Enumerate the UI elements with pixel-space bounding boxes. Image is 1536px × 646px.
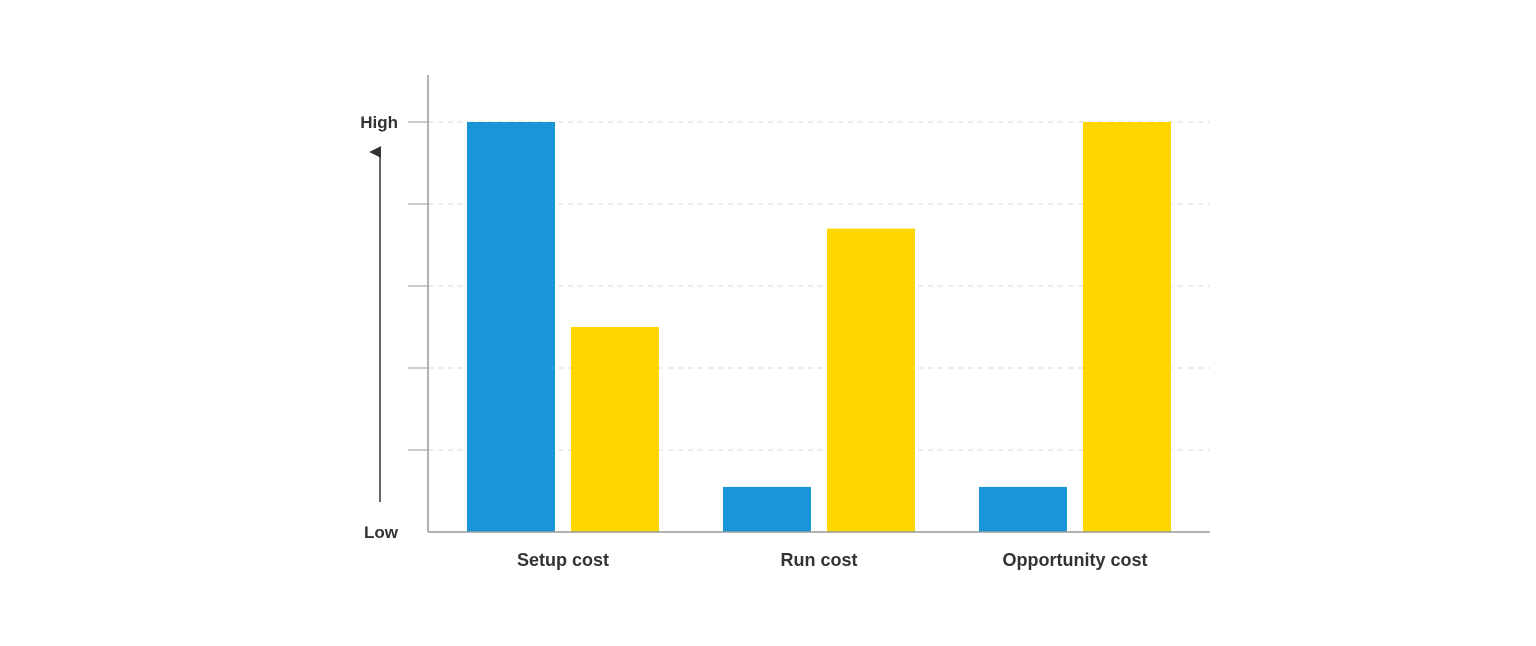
x-category-labels: Setup cost Run cost Opportunity cost: [517, 550, 1148, 570]
x-category-label: Opportunity cost: [1003, 550, 1148, 570]
bar-opportunity-cost-series-1: [979, 486, 1067, 532]
x-category-label: Run cost: [780, 550, 857, 570]
y-tick-label-low: Low: [364, 523, 399, 542]
bar-opportunity-cost-series-2: [1083, 122, 1171, 532]
bar-setup-cost-series-1: [467, 122, 555, 532]
y-tick-labels: High Low: [360, 113, 399, 542]
gridlines: [408, 121, 1210, 451]
x-category-label: Setup cost: [517, 550, 609, 570]
bars: [467, 122, 1171, 532]
bar-run-cost-series-2: [827, 228, 915, 532]
bar-run-cost-series-1: [723, 486, 811, 532]
axes: [369, 75, 1210, 533]
bar-setup-cost-series-2: [571, 327, 659, 532]
y-tick-label-high: High: [360, 113, 398, 132]
